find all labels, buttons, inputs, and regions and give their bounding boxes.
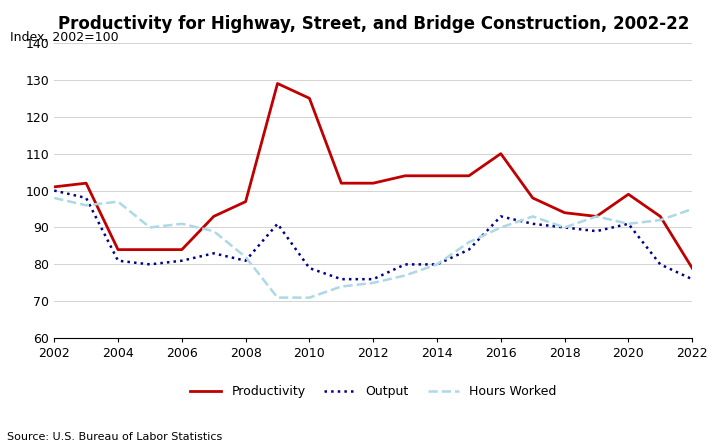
Productivity <box>432 173 441 178</box>
Line: Hours Worked: Hours Worked <box>54 198 692 297</box>
Productivity <box>369 181 377 186</box>
Output <box>497 214 505 219</box>
Hours Worked <box>560 225 569 230</box>
Hours Worked <box>624 221 633 227</box>
Hours Worked <box>177 221 186 227</box>
Productivity <box>241 199 250 204</box>
Hours Worked <box>432 262 441 267</box>
Hours Worked <box>497 225 505 230</box>
Output <box>592 228 601 234</box>
Output <box>560 225 569 230</box>
Hours Worked <box>305 295 314 300</box>
Productivity <box>305 95 314 101</box>
Hours Worked <box>401 273 409 278</box>
Productivity <box>50 184 59 190</box>
Productivity <box>145 247 154 252</box>
Productivity <box>560 210 569 215</box>
Line: Output: Output <box>54 190 692 279</box>
Output <box>432 262 441 267</box>
Output <box>401 262 409 267</box>
Output <box>656 262 664 267</box>
Productivity <box>497 151 505 156</box>
Output <box>337 277 346 282</box>
Legend: Productivity, Output, Hours Worked: Productivity, Output, Hours Worked <box>185 380 561 403</box>
Output <box>177 258 186 264</box>
Output <box>241 258 250 264</box>
Output <box>305 265 314 271</box>
Text: Source: U.S. Bureau of Labor Statistics: Source: U.S. Bureau of Labor Statistics <box>7 432 223 442</box>
Hours Worked <box>465 240 474 245</box>
Hours Worked <box>656 217 664 223</box>
Productivity <box>529 195 537 201</box>
Productivity <box>337 181 346 186</box>
Hours Worked <box>688 206 696 212</box>
Output <box>688 277 696 282</box>
Hours Worked <box>273 295 282 300</box>
Productivity <box>401 173 409 178</box>
Hours Worked <box>50 195 59 201</box>
Hours Worked <box>210 228 218 234</box>
Hours Worked <box>114 199 122 204</box>
Title: Productivity for Highway, Street, and Bridge Construction, 2002-22: Productivity for Highway, Street, and Br… <box>58 15 689 33</box>
Hours Worked <box>241 254 250 260</box>
Hours Worked <box>82 202 90 208</box>
Output <box>465 247 474 252</box>
Productivity <box>592 214 601 219</box>
Output <box>369 277 377 282</box>
Hours Worked <box>145 225 154 230</box>
Hours Worked <box>369 280 377 285</box>
Output <box>210 251 218 256</box>
Output <box>50 188 59 193</box>
Line: Productivity: Productivity <box>54 83 692 268</box>
Output <box>114 258 122 264</box>
Productivity <box>624 192 633 197</box>
Productivity <box>210 214 218 219</box>
Productivity <box>465 173 474 178</box>
Productivity <box>114 247 122 252</box>
Output <box>624 221 633 227</box>
Productivity <box>82 181 90 186</box>
Productivity <box>688 265 696 271</box>
Productivity <box>273 81 282 86</box>
Hours Worked <box>529 214 537 219</box>
Output <box>145 262 154 267</box>
Output <box>529 221 537 227</box>
Output <box>273 221 282 227</box>
Hours Worked <box>337 284 346 289</box>
Hours Worked <box>592 214 601 219</box>
Output <box>82 195 90 201</box>
Productivity <box>656 214 664 219</box>
Text: Index, 2002=100: Index, 2002=100 <box>9 31 118 44</box>
Productivity <box>177 247 186 252</box>
